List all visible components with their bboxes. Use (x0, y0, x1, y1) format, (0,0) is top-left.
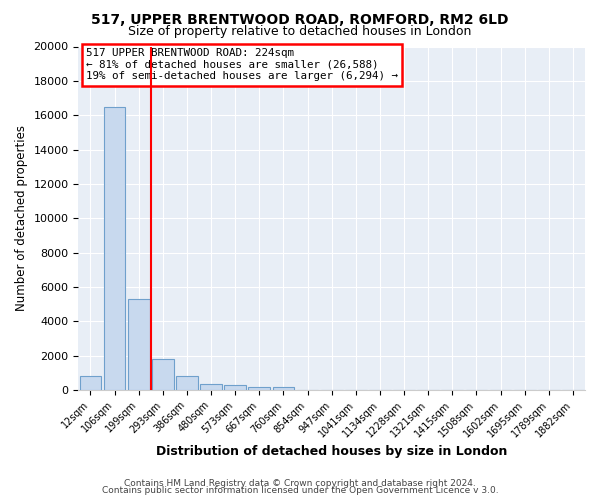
Text: 517, UPPER BRENTWOOD ROAD, ROMFORD, RM2 6LD: 517, UPPER BRENTWOOD ROAD, ROMFORD, RM2 … (91, 12, 509, 26)
Text: Size of property relative to detached houses in London: Size of property relative to detached ho… (128, 25, 472, 38)
Text: Contains public sector information licensed under the Open Government Licence v : Contains public sector information licen… (101, 486, 499, 495)
Bar (104, 106, 125, 390)
X-axis label: Distribution of detached houses by size in London: Distribution of detached houses by size … (156, 444, 508, 458)
Bar (152, 359, 173, 390)
Text: Contains HM Land Registry data © Crown copyright and database right 2024.: Contains HM Land Registry data © Crown c… (124, 478, 476, 488)
Bar (272, 388, 295, 390)
Text: 517 UPPER BRENTWOOD ROAD: 224sqm
← 81% of detached houses are smaller (26,588)
1: 517 UPPER BRENTWOOD ROAD: 224sqm ← 81% o… (86, 48, 398, 82)
Y-axis label: Number of detached properties: Number of detached properties (15, 125, 28, 311)
Bar (248, 386, 270, 390)
Bar (176, 376, 198, 390)
Bar (128, 299, 149, 390)
Bar (200, 384, 222, 390)
Bar (80, 376, 101, 390)
Bar (224, 385, 246, 390)
